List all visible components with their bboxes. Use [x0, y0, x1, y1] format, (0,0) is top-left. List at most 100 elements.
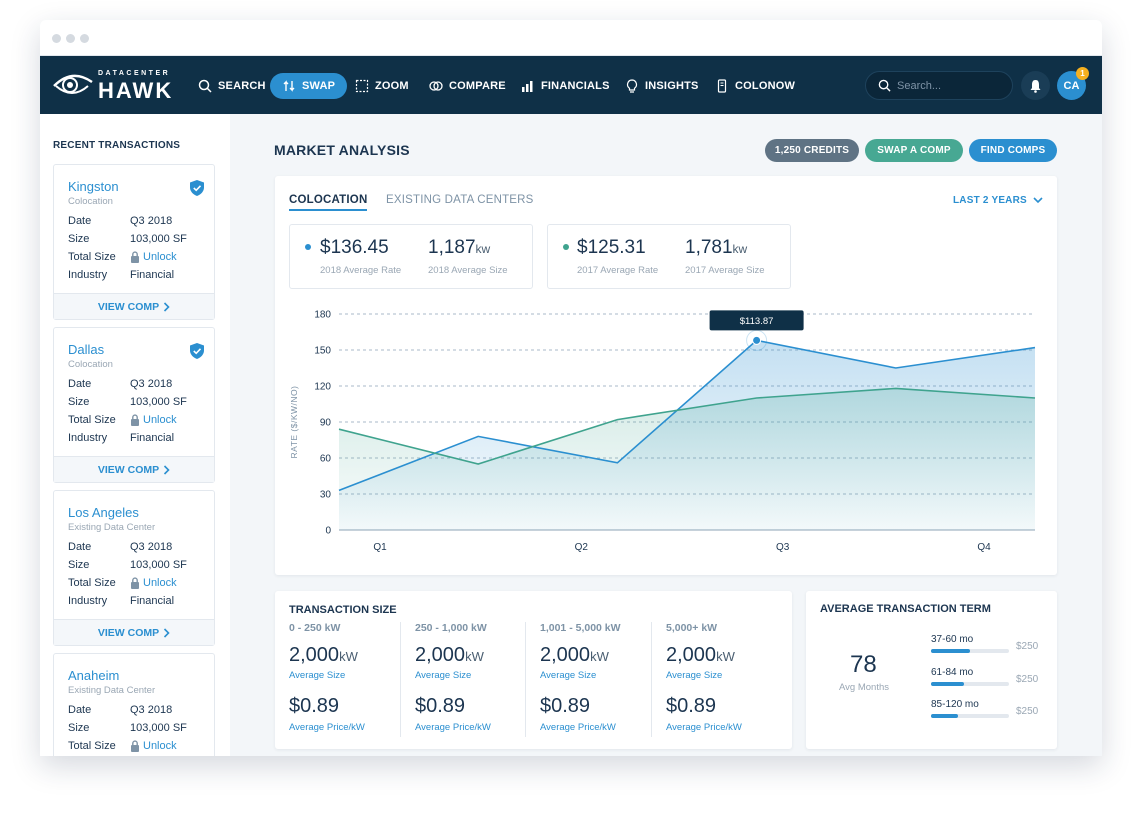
card-city[interactable]: Dallas — [68, 342, 105, 357]
size-range: 0 - 250 kW — [289, 622, 341, 634]
card-field-label: Industry — [68, 432, 108, 444]
verified-shield-icon — [190, 343, 204, 359]
search-icon — [878, 79, 891, 92]
find-comps-button[interactable]: FIND COMPS — [969, 139, 1057, 162]
average-price-value: $0.89 — [415, 695, 466, 717]
card-city[interactable]: Anaheim — [68, 668, 120, 683]
transaction-card[interactable]: Anaheim Existing Data Center Date Q3 2018 Si… — [53, 653, 215, 756]
x-tick-label: Q3 — [776, 542, 790, 553]
compare-icon — [429, 81, 443, 91]
card-field-value: Financial — [130, 595, 175, 607]
average-term-panel: AVERAGE TRANSACTION TERM 78 Avg Months 3… — [806, 591, 1057, 749]
view-comp-label: VIEW COMP — [97, 626, 160, 639]
card-city[interactable]: Kingston — [68, 179, 119, 194]
zoom-icon — [355, 79, 369, 93]
average-term-title: AVERAGE TRANSACTION TERM — [820, 603, 991, 615]
nav-compare[interactable]: COMPARE — [429, 73, 506, 99]
view-comp-label: VIEW COMP — [97, 300, 160, 313]
window-maximize-dot[interactable] — [80, 34, 89, 43]
term-price: $250 — [1016, 674, 1039, 685]
average-size-value: 2,000kW — [540, 644, 609, 667]
unlock-link[interactable]: Unlock — [130, 740, 177, 752]
card-field-value: Q3 2018 — [130, 541, 173, 553]
card-field-label: Size — [68, 396, 90, 408]
logo[interactable]: DATACENTER HAWK — [52, 68, 177, 103]
nav-colonow-label: COLONOW — [735, 80, 796, 92]
tab-existing-data-centers[interactable]: EXISTING DATA CENTERS — [386, 194, 534, 206]
nav-zoom[interactable]: ZOOM — [355, 73, 409, 99]
y-tick-label: 150 — [314, 346, 331, 357]
transaction-card[interactable]: Dallas Colocation Date Q3 2018 Size 103,000 S… — [53, 327, 215, 483]
card-field-label: Date — [68, 215, 92, 227]
search-placeholder: Search... — [897, 79, 942, 92]
average-term-label: Avg Months — [839, 682, 889, 693]
card-field-label: Date — [68, 378, 92, 390]
swap-comp-button[interactable]: SWAP A COMP — [865, 139, 963, 162]
view-comp-button[interactable]: VIEW COMP — [54, 293, 214, 319]
series-dot-2018 — [305, 244, 311, 250]
unlock-link[interactable]: Unlock — [130, 251, 177, 263]
y-tick-label: 120 — [314, 382, 331, 393]
view-comp-button[interactable]: VIEW COMP — [54, 456, 214, 482]
stat-rate-2018: $136.45 — [320, 237, 389, 258]
series-line — [338, 339, 1036, 492]
average-size-value: 2,000kW — [666, 644, 735, 667]
unlock-link[interactable]: Unlock — [130, 577, 177, 589]
transaction-card[interactable]: Los Angeles Existing Data Center Date Q3 20… — [53, 490, 215, 646]
size-range: 250 - 1,000 kW — [415, 622, 487, 634]
average-price-value: $0.89 — [666, 695, 717, 717]
date-range-label: LAST 2 YEARS — [953, 195, 1027, 206]
tooltip-box — [709, 310, 804, 331]
card-type: Existing Data Center — [68, 685, 156, 696]
transaction-size-title: TRANSACTION SIZE — [289, 604, 397, 616]
nav-insights[interactable]: INSIGHTS — [625, 73, 699, 99]
view-comp-button[interactable]: VIEW COMP — [54, 619, 214, 645]
unlock-label: Unlock — [143, 414, 177, 426]
financials-icon — [522, 81, 533, 92]
stat-size-2018-unit: kw — [475, 242, 491, 256]
credits-badge[interactable]: 1,250 CREDITS — [765, 139, 859, 162]
series-dot-2017 — [563, 244, 569, 250]
notifications-button[interactable] — [1021, 71, 1050, 100]
transaction-size-column: 1,001 - 5,000 kW 2,000kW Average Size $0.89… — [525, 622, 637, 737]
stat-size-label-2018: 2018 Average Size — [428, 265, 508, 276]
nav-colonow[interactable]: COLONOW — [715, 73, 795, 99]
term-bar-fill — [931, 714, 958, 718]
top-nav: DATACENTER HAWK SEARCH SWAP ZOOM COMPARE… — [40, 56, 1102, 114]
card-type: Existing Data Center — [68, 522, 156, 533]
unlock-link[interactable]: Unlock — [130, 414, 177, 426]
term-bar-fill — [931, 649, 970, 653]
average-price-label: Average Price/kW — [666, 722, 742, 733]
user-avatar[interactable]: CA — [1057, 71, 1086, 100]
tooltip-text: $113.87 — [740, 316, 774, 327]
card-field-label: Industry — [68, 269, 108, 281]
nav-swap[interactable]: SWAP — [270, 73, 348, 99]
global-search-input[interactable]: Search... — [865, 71, 1013, 100]
chevron-right-icon — [164, 301, 170, 312]
card-field-value: 103,000 SF — [130, 722, 187, 734]
average-price-label: Average Price/kW — [415, 722, 491, 733]
eye-logo-icon — [53, 74, 93, 94]
nav-search[interactable]: SEARCH — [198, 73, 266, 99]
swap-icon — [283, 80, 295, 92]
window-close-dot[interactable] — [52, 34, 61, 43]
card-field-value: 103,000 SF — [130, 396, 187, 408]
nav-insights-label: INSIGHTS — [645, 80, 699, 92]
window-minimize-dot[interactable] — [66, 34, 75, 43]
tab-colocation[interactable]: COLOCATION — [289, 194, 368, 211]
card-field-value: Q3 2018 — [130, 378, 173, 390]
average-size-number: 2,000 — [289, 644, 340, 666]
nav-financials[interactable]: FINANCIALS — [521, 73, 610, 99]
transaction-card[interactable]: Kingston Colocation Date Q3 2018 Size 103,000… — [53, 164, 215, 320]
card-city[interactable]: Los Angeles — [68, 505, 139, 520]
term-row: 85-120 mo $250 — [931, 699, 1043, 723]
average-size-unit: kW — [465, 649, 484, 664]
transaction-size-column: 250 - 1,000 kW 2,000kW Average Size $0.89 Av… — [400, 622, 512, 737]
average-size-unit: kW — [339, 649, 358, 664]
view-comp-label: VIEW COMP — [97, 463, 160, 476]
date-range-dropdown[interactable]: LAST 2 YEARS — [953, 195, 1043, 206]
nav-zoom-label: ZOOM — [375, 80, 409, 92]
transaction-size-column: 0 - 250 kW 2,000kW Average Size $0.89 Averag… — [289, 622, 401, 737]
y-tick-label: 90 — [320, 418, 332, 429]
lock-icon — [131, 414, 139, 426]
